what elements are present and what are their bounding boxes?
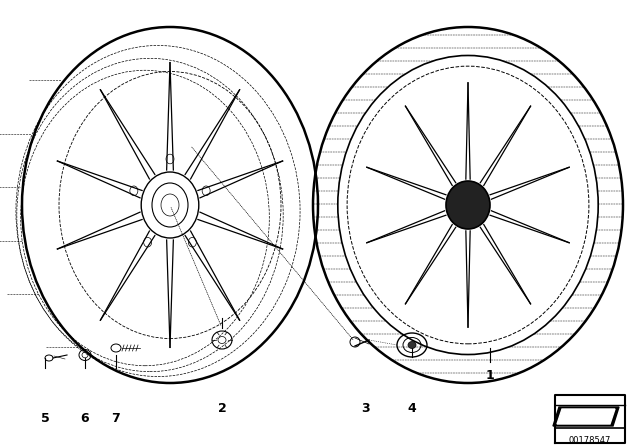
Ellipse shape [446,181,490,229]
Text: 4: 4 [408,401,417,414]
Text: 2: 2 [218,401,227,414]
Text: 7: 7 [111,412,120,425]
Text: 6: 6 [81,412,90,425]
Polygon shape [553,407,619,426]
Polygon shape [557,409,615,424]
Text: 00178547: 00178547 [569,436,611,445]
Text: 5: 5 [40,412,49,425]
Ellipse shape [408,341,416,349]
Text: 3: 3 [361,401,369,414]
Text: 1: 1 [486,369,494,382]
